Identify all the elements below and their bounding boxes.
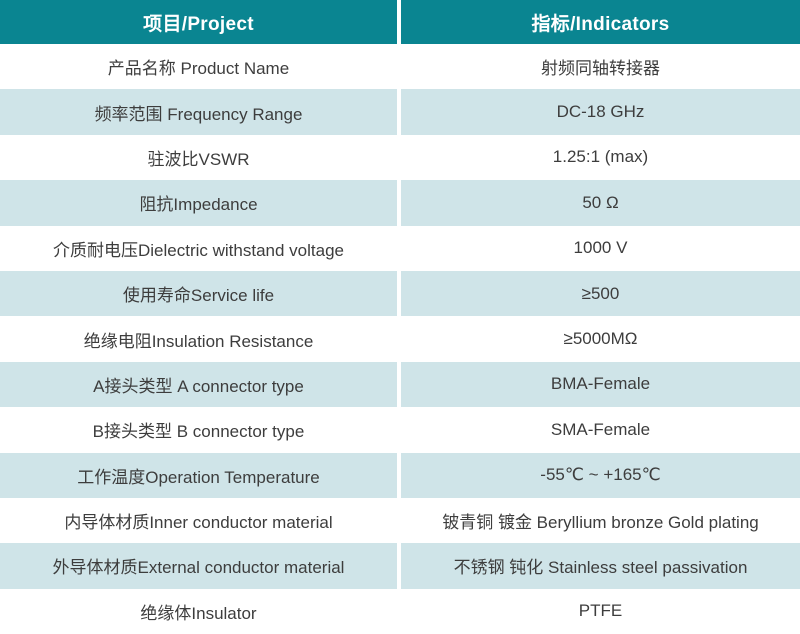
header-cell-project: 项目/Project <box>0 0 397 44</box>
project-cell: 产品名称 Product Name <box>0 44 397 90</box>
indicator-cell: ≥500 <box>401 270 800 317</box>
table-row: 驻波比VSWR 1.25:1 (max) <box>0 134 800 181</box>
project-cell: 驻波比VSWR <box>0 134 397 181</box>
indicator-cell: 50 Ω <box>401 180 800 226</box>
table-header-row: 项目/Project 指标/Indicators <box>0 0 800 44</box>
table-row: 介质耐电压Dielectric withstand voltage 1000 V <box>0 225 800 271</box>
project-cell: 使用寿命Service life <box>0 270 397 317</box>
table-row: 阻抗Impedance 50 Ω <box>0 180 800 226</box>
table-row: 外导体材质External conductor material 不锈钢 钝化 … <box>0 543 800 589</box>
project-cell: 内导体材质Inner conductor material <box>0 497 397 544</box>
table-row: 工作温度Operation Temperature -55℃ ~ +165℃ <box>0 452 800 498</box>
indicator-cell: DC-18 GHz <box>401 89 800 135</box>
table-row: 产品名称 Product Name 射频同轴转接器 <box>0 44 800 90</box>
header-cell-indicators: 指标/Indicators <box>401 0 800 44</box>
indicator-cell: 不锈钢 钝化 Stainless steel passivation <box>401 543 800 589</box>
project-cell: 绝缘体Insulator <box>0 588 397 634</box>
table-row: 绝缘体Insulator PTFE <box>0 588 800 634</box>
indicator-cell: 射频同轴转接器 <box>401 44 800 90</box>
indicator-cell: BMA-Female <box>401 361 800 408</box>
project-cell: 外导体材质External conductor material <box>0 543 397 589</box>
indicator-cell: SMA-Female <box>401 407 800 453</box>
indicator-cell: 1.25:1 (max) <box>401 134 800 181</box>
project-cell: 工作温度Operation Temperature <box>0 452 397 498</box>
indicator-cell: 铍青铜 镀金 Beryllium bronze Gold plating <box>401 497 800 544</box>
indicator-cell: -55℃ ~ +165℃ <box>401 452 800 498</box>
table-row: A接头类型 A connector type BMA-Female <box>0 361 800 408</box>
project-cell: A接头类型 A connector type <box>0 361 397 408</box>
table-row: 频率范围 Frequency Range DC-18 GHz <box>0 89 800 135</box>
project-cell: B接头类型 B connector type <box>0 407 397 453</box>
project-cell: 频率范围 Frequency Range <box>0 89 397 135</box>
table-row: 内导体材质Inner conductor material 铍青铜 镀金 Ber… <box>0 497 800 544</box>
table-row: 绝缘电阻Insulation Resistance ≥5000MΩ <box>0 316 800 362</box>
project-cell: 绝缘电阻Insulation Resistance <box>0 316 397 362</box>
project-cell: 介质耐电压Dielectric withstand voltage <box>0 225 397 271</box>
table-row: 使用寿命Service life ≥500 <box>0 270 800 317</box>
project-cell: 阻抗Impedance <box>0 180 397 226</box>
indicator-cell: 1000 V <box>401 225 800 271</box>
indicator-cell: PTFE <box>401 588 800 634</box>
indicator-cell: ≥5000MΩ <box>401 316 800 362</box>
table-row: B接头类型 B connector type SMA-Female <box>0 407 800 453</box>
